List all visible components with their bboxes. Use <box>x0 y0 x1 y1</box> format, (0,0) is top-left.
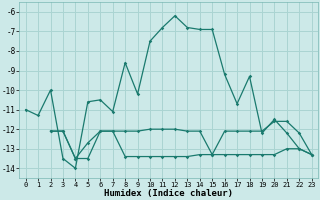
X-axis label: Humidex (Indice chaleur): Humidex (Indice chaleur) <box>104 189 233 198</box>
